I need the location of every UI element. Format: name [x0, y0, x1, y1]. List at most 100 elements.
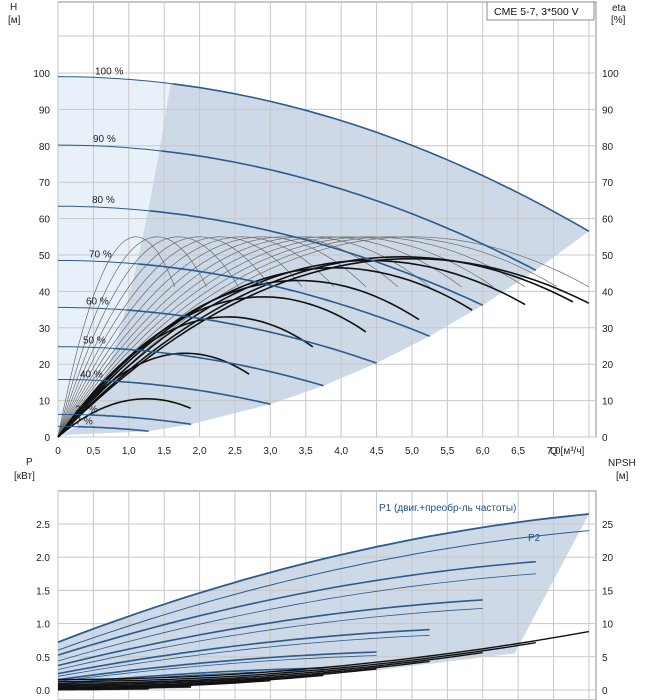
efficiency-curve [57, 255, 574, 438]
head-tick-label: 20 [39, 360, 51, 371]
head-tick-label: 50 [39, 251, 51, 262]
npsh-tick-label: 15 [602, 586, 614, 597]
eta-tick-label: 80 [602, 142, 614, 153]
eta-tick-label: 40 [602, 287, 614, 298]
flow-tick-label: 6,5 [511, 446, 525, 457]
speed-label: 25 % [75, 404, 98, 415]
npsh-tick-labels: 0 5 10 15 20 25 [602, 520, 614, 697]
speed-label: 60 % [86, 296, 109, 307]
speed-label: 17 % [70, 416, 93, 427]
flow-tick-label: 1,0 [122, 446, 136, 457]
power-tick-label: 0.0 [36, 686, 50, 697]
power-tick-label: 0.5 [36, 653, 50, 664]
efficiency-curve [57, 259, 526, 438]
head-tick-label: 70 [39, 178, 51, 189]
model-label: CME 5-7, 3*500 V [494, 6, 579, 18]
p1-series-label: P1 (двиг.+преобр-ль частоты) [379, 502, 516, 514]
efficiency-curve [57, 267, 473, 438]
head-curve-lowflow [58, 413, 87, 416]
npsh-tick-label: 20 [602, 553, 614, 564]
npsh-curve [58, 674, 324, 689]
eta-tick-label: 100 [602, 69, 619, 80]
eta-tick-label: 0 [602, 433, 608, 444]
eta-tick-label: 30 [602, 324, 614, 335]
npsh-tick-label: 0 [602, 686, 608, 697]
head-curve [172, 83, 590, 232]
head-curve-lowflow [57, 205, 151, 212]
head-curve [77, 425, 149, 432]
npsh-tick-label: 10 [602, 620, 614, 631]
flow-tick-label: 3,0 [263, 446, 277, 457]
efficiency-curve-thin [57, 236, 239, 438]
speed-label: 100 % [95, 67, 123, 78]
head-curve-lowflow [58, 379, 105, 382]
p1-curve [57, 628, 430, 675]
head-curve [103, 379, 271, 405]
power-tick-label: 1.0 [36, 620, 50, 631]
p2-series-label: P2 [528, 533, 541, 544]
p2-curve [57, 634, 430, 677]
npsh-tick-label: 5 [602, 653, 608, 664]
head-tick-label: 60 [39, 215, 51, 226]
efficiency-curve-thin [57, 236, 303, 438]
power-axis-name: P [26, 457, 33, 468]
head-curve [149, 210, 484, 306]
speed-label: 50 % [83, 336, 106, 347]
efficiency-curve-thin [57, 236, 367, 438]
speed-label: 90 % [93, 134, 116, 145]
head-curve [138, 263, 430, 337]
head-curves [57, 76, 590, 432]
npsh-curve [57, 651, 483, 684]
npsh-axis-name: NPSH [608, 458, 636, 469]
p1-curve-100 [57, 513, 589, 644]
speed-label: 80 % [92, 195, 115, 206]
eta-tick-label: 70 [602, 178, 614, 189]
flow-tick-label: 4,0 [334, 446, 348, 457]
npsh-curve [58, 668, 377, 687]
p2-curve [57, 608, 483, 670]
flow-tick-label: 4,5 [370, 446, 384, 457]
flow-tick-label: 1,5 [157, 446, 171, 457]
npsh-curve [58, 660, 430, 686]
efficiency-curve-thin [57, 236, 176, 438]
p1-curve [57, 667, 324, 685]
head-tick-label: 80 [39, 142, 51, 153]
head-curve [115, 347, 324, 387]
flow-tick-label: 2,0 [193, 446, 207, 457]
efficiency-curve [57, 398, 191, 438]
operating-range-area [59, 83, 589, 436]
efficiency-curve-thin [57, 236, 590, 438]
head-axis-name: H [10, 2, 17, 13]
npsh-curve [57, 642, 536, 683]
head-tick-label: 10 [39, 397, 51, 408]
speed-label: 40 % [80, 369, 103, 380]
head-tick-label: 90 [39, 105, 51, 116]
power-tick-labels: 0.0 0.5 1.0 1.5 2.0 2.5 [36, 520, 50, 697]
head-curve-lowflow [58, 144, 162, 152]
power-tick-label: 1.5 [36, 586, 50, 597]
flow-tick-label: 5,0 [405, 446, 419, 457]
power-tick-label: 2.0 [36, 553, 50, 564]
flow-tick-label: 7,0 [547, 446, 561, 457]
eta-tick-labels: 0 10 20 30 40 50 60 70 80 90 100 [602, 69, 619, 444]
p2-curve [57, 573, 536, 662]
npsh-curves [57, 630, 590, 691]
speed-label: 70 % [89, 249, 112, 260]
p2-curve-100 [57, 530, 589, 651]
head-axis-unit: [м] [8, 15, 21, 26]
head-curve-lowflow [58, 306, 128, 311]
model-label-box [486, 1, 595, 21]
head-curve [86, 414, 192, 426]
eta-tick-label: 60 [602, 215, 614, 226]
efficiency-curves [57, 236, 590, 438]
power-flow-chart: 0.0 0.5 1.0 1.5 2.0 2.5 0 5 10 15 20 25 P [кВт] NP… [14, 457, 636, 700]
efficiency-curve [57, 279, 420, 438]
efficiency-curve [57, 257, 590, 438]
power-axis-unit: [кВт] [14, 471, 35, 482]
flow-tick-label: 5,5 [440, 446, 454, 457]
head-curve [126, 309, 377, 364]
p1-curve [57, 651, 377, 681]
efficiency-curve-thin [57, 236, 335, 438]
npsh-curve [58, 680, 271, 689]
